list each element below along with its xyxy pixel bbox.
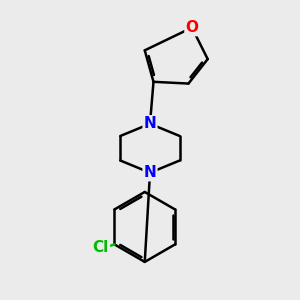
Text: N: N (144, 116, 156, 131)
Text: Cl: Cl (93, 240, 109, 255)
Text: O: O (185, 20, 199, 35)
Text: N: N (144, 165, 156, 180)
